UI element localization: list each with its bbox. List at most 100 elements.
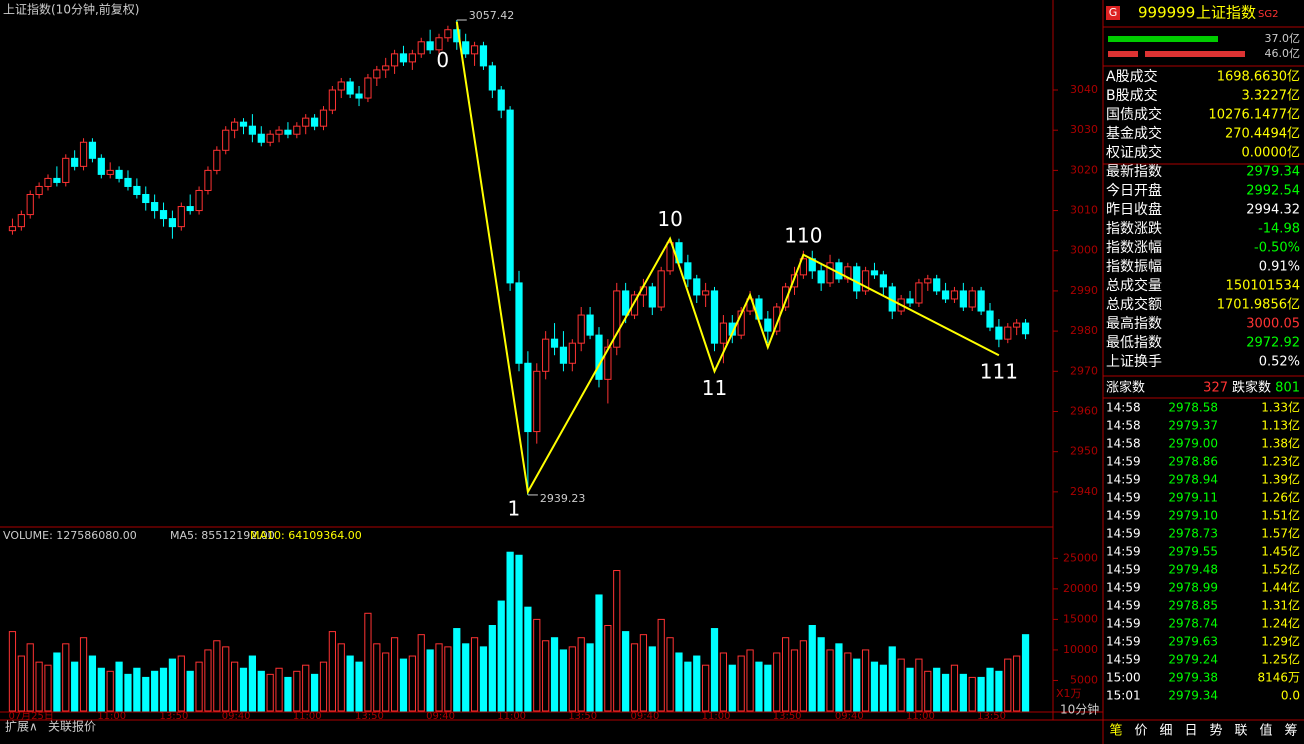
volume-bar <box>915 658 923 712</box>
candle-body <box>159 210 168 220</box>
candle-body <box>630 294 639 316</box>
volume-bar <box>888 646 896 712</box>
candle-body <box>275 129 283 135</box>
volume-bar <box>488 625 496 712</box>
volume-bar <box>515 554 523 712</box>
candle-body <box>213 149 221 171</box>
x-tick-label: 09:40 <box>835 711 864 722</box>
volume-bar <box>675 652 683 712</box>
tab[interactable]: 日 <box>1184 724 1197 739</box>
tick-time: 14:58 <box>1106 401 1141 415</box>
stat-value: 0.0000亿 <box>1242 146 1301 161</box>
tab[interactable]: 笔 <box>1109 723 1122 739</box>
volume-bar <box>835 643 843 712</box>
stat-value: 150101534 <box>1226 279 1300 294</box>
tick-price: 2979.37 <box>1168 419 1218 433</box>
candle-body <box>844 266 852 280</box>
volume-bar <box>426 649 434 712</box>
tab[interactable]: 价 <box>1134 724 1147 739</box>
volume-bar <box>435 643 443 712</box>
volume-bar <box>302 664 310 712</box>
candle-body <box>533 370 541 433</box>
tab[interactable]: 值 <box>1259 723 1272 739</box>
x-tick-label: 07月25日 <box>8 710 53 722</box>
candle-body <box>497 89 505 111</box>
candle-body <box>97 157 105 175</box>
tick-volume: 1.39亿 <box>1261 472 1300 487</box>
volume-bar <box>266 673 274 712</box>
volume-bar <box>239 667 248 712</box>
footer-tab[interactable]: 关联报价 <box>48 719 96 734</box>
candle-body <box>426 41 434 51</box>
stat-value: -14.98 <box>1258 222 1300 237</box>
badge: G <box>1109 6 1118 19</box>
candle-body <box>390 53 399 67</box>
candle-body <box>231 121 239 131</box>
candle-body <box>977 290 985 312</box>
x-tick-label: 13:50 <box>355 711 384 722</box>
tab[interactable]: 筹 <box>1284 723 1297 739</box>
volume-bar <box>444 646 452 712</box>
candle-body <box>337 81 345 91</box>
wave-line <box>455 21 1000 495</box>
candle-body <box>550 338 559 348</box>
volume-bar <box>693 655 701 712</box>
volume-bar <box>737 655 745 712</box>
ma5-label: MA5: 85512192.00 <box>170 529 275 542</box>
tick-time: 14:59 <box>1106 473 1141 487</box>
volume-bar <box>959 673 967 712</box>
volume-bar <box>204 649 212 712</box>
stat-label: 总成交额 <box>1106 296 1162 313</box>
flow-bar <box>1145 51 1245 57</box>
candle-body <box>417 41 425 55</box>
volume-bar <box>62 643 70 712</box>
tick-price: 2979.63 <box>1168 635 1218 649</box>
stat-label: A股成交 <box>1106 68 1158 85</box>
candle-body <box>177 206 185 228</box>
tick-volume: 1.23亿 <box>1261 454 1300 469</box>
tick-price: 2979.24 <box>1168 653 1218 667</box>
volume-bar <box>151 670 159 712</box>
volume-bar <box>879 664 887 712</box>
volume-bar <box>408 655 416 712</box>
stat-label: 指数涨幅 <box>1106 240 1162 256</box>
stat-value: 3.3227亿 <box>1242 89 1301 104</box>
tick-time: 14:59 <box>1106 653 1141 667</box>
volume-bar <box>764 664 772 712</box>
volume-bar <box>1004 658 1012 712</box>
code: 999999 <box>1138 4 1195 22</box>
candle-body <box>1004 326 1012 340</box>
candle-body <box>88 141 97 159</box>
tick-time: 14:59 <box>1106 545 1141 559</box>
tick-price: 2978.85 <box>1168 599 1218 613</box>
period[interactable]: 10分钟 <box>1060 702 1099 717</box>
tick-time: 14:59 <box>1106 581 1141 595</box>
candle-body <box>435 37 443 51</box>
tick-volume: 1.25亿 <box>1261 652 1300 667</box>
candle-body <box>284 129 292 135</box>
wave-label: 11 <box>702 376 727 400</box>
tick-time: 14:59 <box>1106 599 1141 613</box>
volume-bar <box>257 670 265 712</box>
tick-price: 2978.86 <box>1168 455 1218 469</box>
volume-bar <box>684 661 692 712</box>
candle-body <box>666 242 674 272</box>
candle-body <box>204 169 212 191</box>
candle-body <box>364 77 372 99</box>
candle-body <box>239 121 248 127</box>
volume-bar <box>799 640 807 712</box>
volume-bar <box>755 661 763 712</box>
volume-bar <box>746 649 754 712</box>
volume-bar <box>950 664 959 712</box>
tab[interactable]: 细 <box>1159 724 1172 739</box>
tab[interactable]: 势 <box>1209 723 1222 739</box>
candle-body <box>44 177 52 187</box>
tick-volume: 1.33亿 <box>1261 400 1300 415</box>
y-tick-label: 3040 <box>1070 83 1098 96</box>
footer-tab[interactable]: 扩展∧ <box>5 720 38 734</box>
volume-bar <box>222 646 230 712</box>
tab[interactable]: 联 <box>1234 724 1247 739</box>
volume-bar <box>115 661 123 712</box>
stat-label: 昨日收盘 <box>1106 201 1162 218</box>
candle-body <box>142 193 150 204</box>
